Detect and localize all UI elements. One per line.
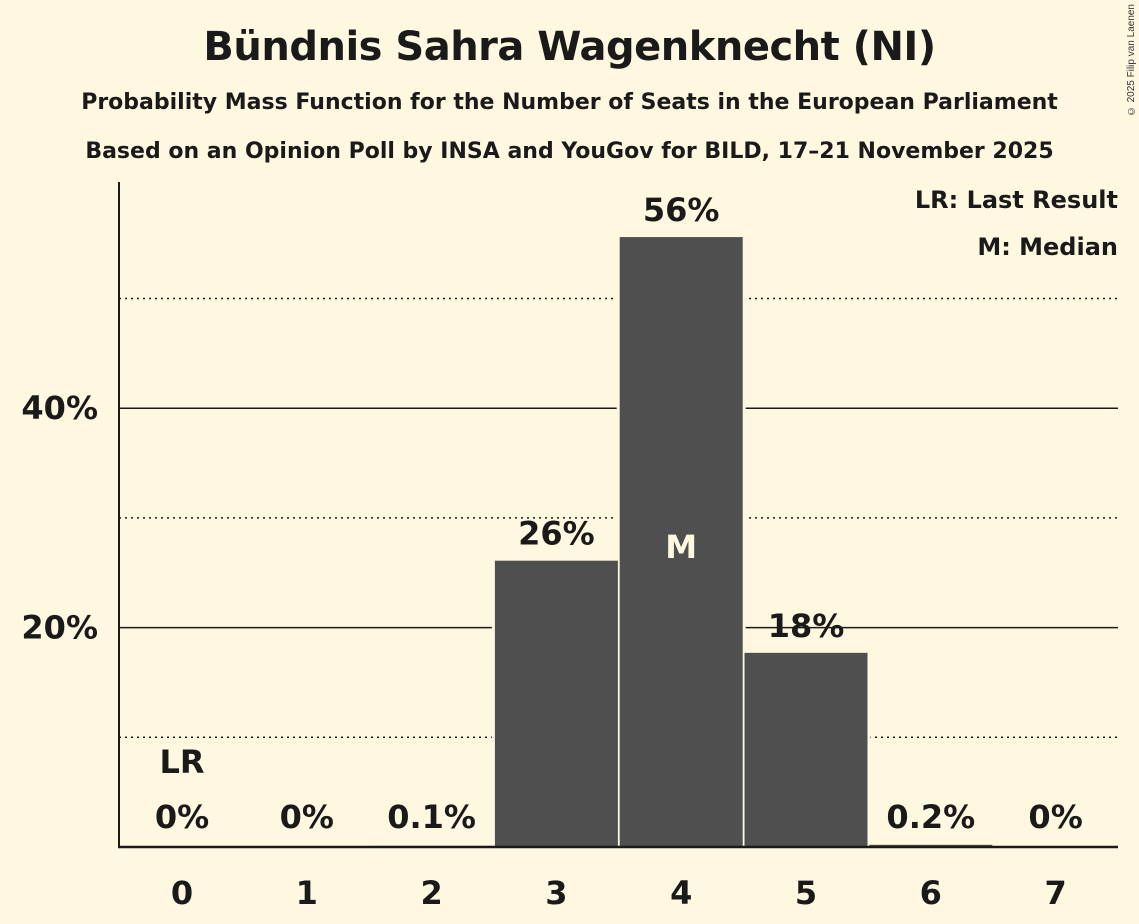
x-tick-label: 5 (795, 874, 817, 912)
bar-value-label: 0% (155, 798, 209, 836)
x-tick-label: 0 (171, 874, 193, 912)
bar-value-label: 26% (518, 515, 595, 553)
bar-gap (367, 842, 497, 847)
x-tick-label: 4 (670, 874, 692, 912)
x-tick-label: 1 (296, 874, 318, 912)
chart-source: Based on an Opinion Poll by INSA and You… (85, 139, 1054, 164)
last-result-marker: LR (159, 743, 204, 781)
bar-gap (866, 841, 996, 847)
legend-median: M: Median (977, 233, 1118, 261)
x-tick-label: 7 (1044, 874, 1066, 912)
y-tick-label: 40% (21, 389, 98, 427)
bar-value-label: 0% (280, 798, 334, 836)
legend-last-result: LR: Last Result (914, 186, 1118, 214)
bar-seats-4 (619, 237, 743, 847)
chart-title: Bündnis Sahra Wagenknecht (NI) (203, 24, 936, 70)
x-tick-label: 6 (920, 874, 942, 912)
bar-seats-5 (744, 652, 868, 847)
bar-value-label: 56% (643, 191, 720, 229)
bar-value-label: 0% (1028, 798, 1082, 836)
bar-value-label: 0.2% (886, 798, 975, 836)
median-marker: M (665, 528, 697, 566)
y-tick-label: 20% (21, 609, 98, 647)
bar-seats-3 (494, 560, 618, 847)
bar-value-label: 0.1% (387, 798, 476, 836)
chart-subtitle: Probability Mass Function for the Number… (81, 90, 1058, 115)
x-tick-label: 3 (545, 874, 567, 912)
bar-value-label: 18% (768, 607, 845, 645)
x-tick-label: 2 (420, 874, 442, 912)
